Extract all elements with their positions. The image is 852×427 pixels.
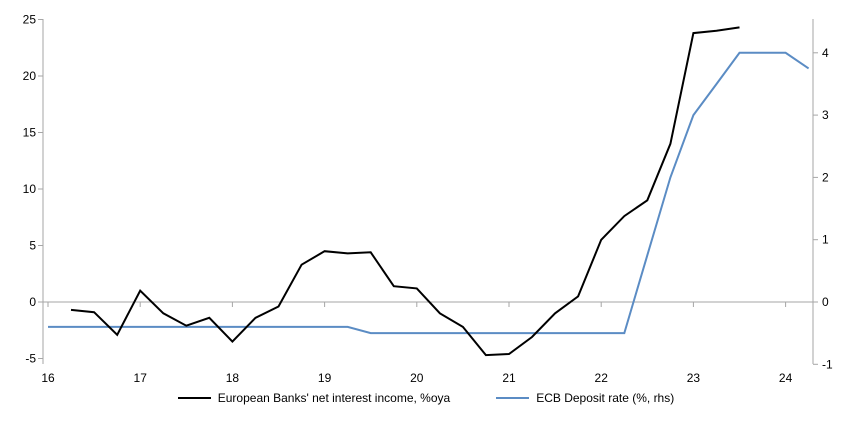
y-left-tick-label: 5	[29, 239, 36, 253]
y-right-tick-label: -1	[822, 357, 833, 371]
legend-label-ecb-deposit-rate: ECB Deposit rate (%, rhs)	[536, 391, 675, 405]
series-line-1	[48, 51, 810, 335]
x-tick-label: 23	[687, 371, 701, 385]
y-left-tick-label: 20	[23, 69, 37, 83]
y-left-tick-label: 15	[23, 126, 37, 140]
y-right-tick-label: 2	[822, 170, 829, 184]
blue-line-swatch	[496, 397, 530, 399]
x-tick-label: 20	[410, 371, 424, 385]
x-tick-label: 22	[595, 371, 609, 385]
y-left-tick-label: 25	[23, 13, 37, 27]
y-left-tick-label: 10	[23, 182, 37, 196]
x-tick-label: 17	[134, 371, 148, 385]
y-right-tick-label: 1	[822, 233, 829, 247]
y-right-tick-label: 4	[822, 46, 829, 60]
x-tick-label: 24	[779, 371, 793, 385]
x-tick-label: 21	[502, 371, 516, 385]
series-line-0	[70, 26, 740, 357]
x-tick-label: 19	[318, 371, 332, 385]
y-left-tick-label: 0	[29, 295, 36, 309]
x-tick-label: 18	[226, 371, 240, 385]
x-tick-label: 16	[41, 371, 55, 385]
y-right-tick-label: 3	[822, 108, 829, 122]
black-line-swatch	[177, 397, 211, 399]
legend-label-net-interest-income: European Banks' net interest income, %oy…	[217, 391, 451, 405]
y-right-tick-label: 0	[822, 295, 829, 309]
chart-legend: European Banks' net interest income, %oy…	[0, 391, 852, 405]
legend-item-net-interest-income: European Banks' net interest income, %oy…	[177, 391, 451, 405]
y-left-tick-label: -5	[25, 352, 36, 366]
legend-item-ecb-deposit-rate: ECB Deposit rate (%, rhs)	[496, 391, 674, 405]
